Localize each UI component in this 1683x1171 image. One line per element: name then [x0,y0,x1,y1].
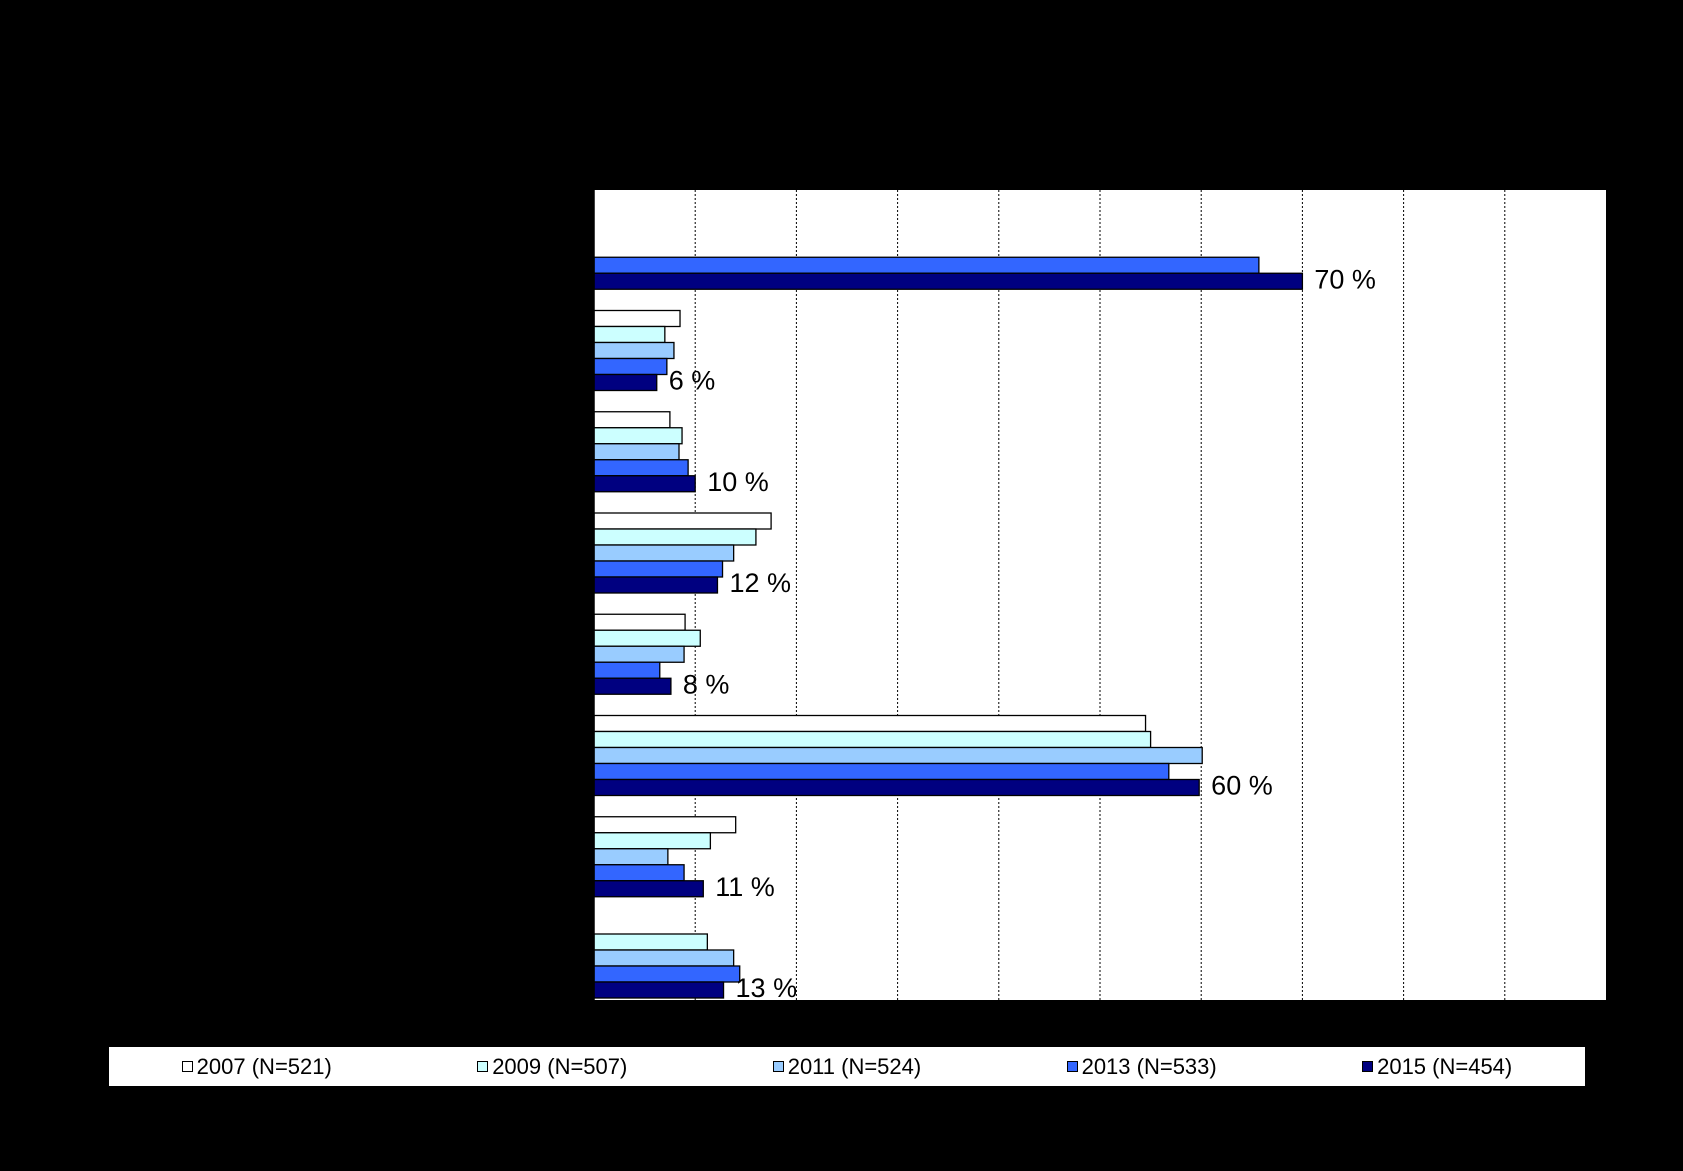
data-label: 10 % [707,467,769,497]
legend-item: 2013 (N=533) [1066,1053,1217,1080]
legend-label: 2009 (N=507) [492,1053,628,1079]
bar [593,528,757,546]
bar [593,341,675,360]
bar [593,613,686,631]
bar [593,512,772,530]
bar [593,880,704,898]
data-label: 8 % [683,669,730,699]
bar [593,778,1200,797]
legend-swatch [181,1061,193,1072]
bar [593,645,685,663]
bar-group: 11 % [593,816,775,902]
bar [593,965,741,983]
data-label: 11 % [715,872,775,902]
bar [593,411,671,429]
bar [593,272,1304,290]
bar [593,762,1170,781]
data-label: 60 % [1211,771,1273,801]
bar-group: 13 % [593,933,798,1003]
bar [593,746,1203,765]
bar [593,443,680,461]
bar [593,714,1147,733]
bar [593,357,668,376]
bar [593,848,669,866]
bar [593,576,719,594]
data-label: 6 % [669,366,716,396]
bar [593,629,701,647]
bar [593,864,685,882]
bar-group: 8 % [593,613,730,699]
bar [593,459,689,477]
legend-label: 2013 (N=533) [1081,1053,1217,1079]
bar [593,325,666,344]
legend-swatch [772,1061,784,1072]
data-label: 70 % [1314,264,1376,294]
legend-item: 2007 (N=521) [181,1053,332,1080]
legend-item: 2009 (N=507) [477,1054,627,1080]
legend-swatch [477,1061,489,1072]
legend-swatch [1066,1061,1078,1072]
data-label: 13 % [736,973,798,1003]
legend-item: 2011 (N=524) [772,1053,922,1080]
bar [593,544,735,562]
bar [593,560,724,578]
bar [593,373,658,392]
bar [593,256,1260,274]
bar [593,309,681,328]
legend-swatch [1362,1061,1374,1072]
bar [593,832,712,850]
legend-item: 2015 (N=454) [1362,1054,1512,1080]
data-label: 12 % [729,568,791,598]
bar [593,981,725,999]
bar [593,933,708,951]
legend-label: 2011 (N=524) [787,1053,922,1079]
legend: 2007 (N=521) 2009 (N=507) 2011 (N=524) 2013… [109,1047,1585,1086]
bar [593,661,661,679]
bar [593,816,737,834]
bar [593,730,1152,749]
legend-label: 2007 (N=521) [196,1053,332,1079]
bar [593,949,735,967]
bar [593,677,672,695]
bar-group: 60 % [593,714,1273,801]
legend-label: 2015 (N=454) [1377,1053,1513,1079]
bar [593,475,696,493]
bar-group: 70 % [593,256,1376,294]
bar [593,427,683,445]
